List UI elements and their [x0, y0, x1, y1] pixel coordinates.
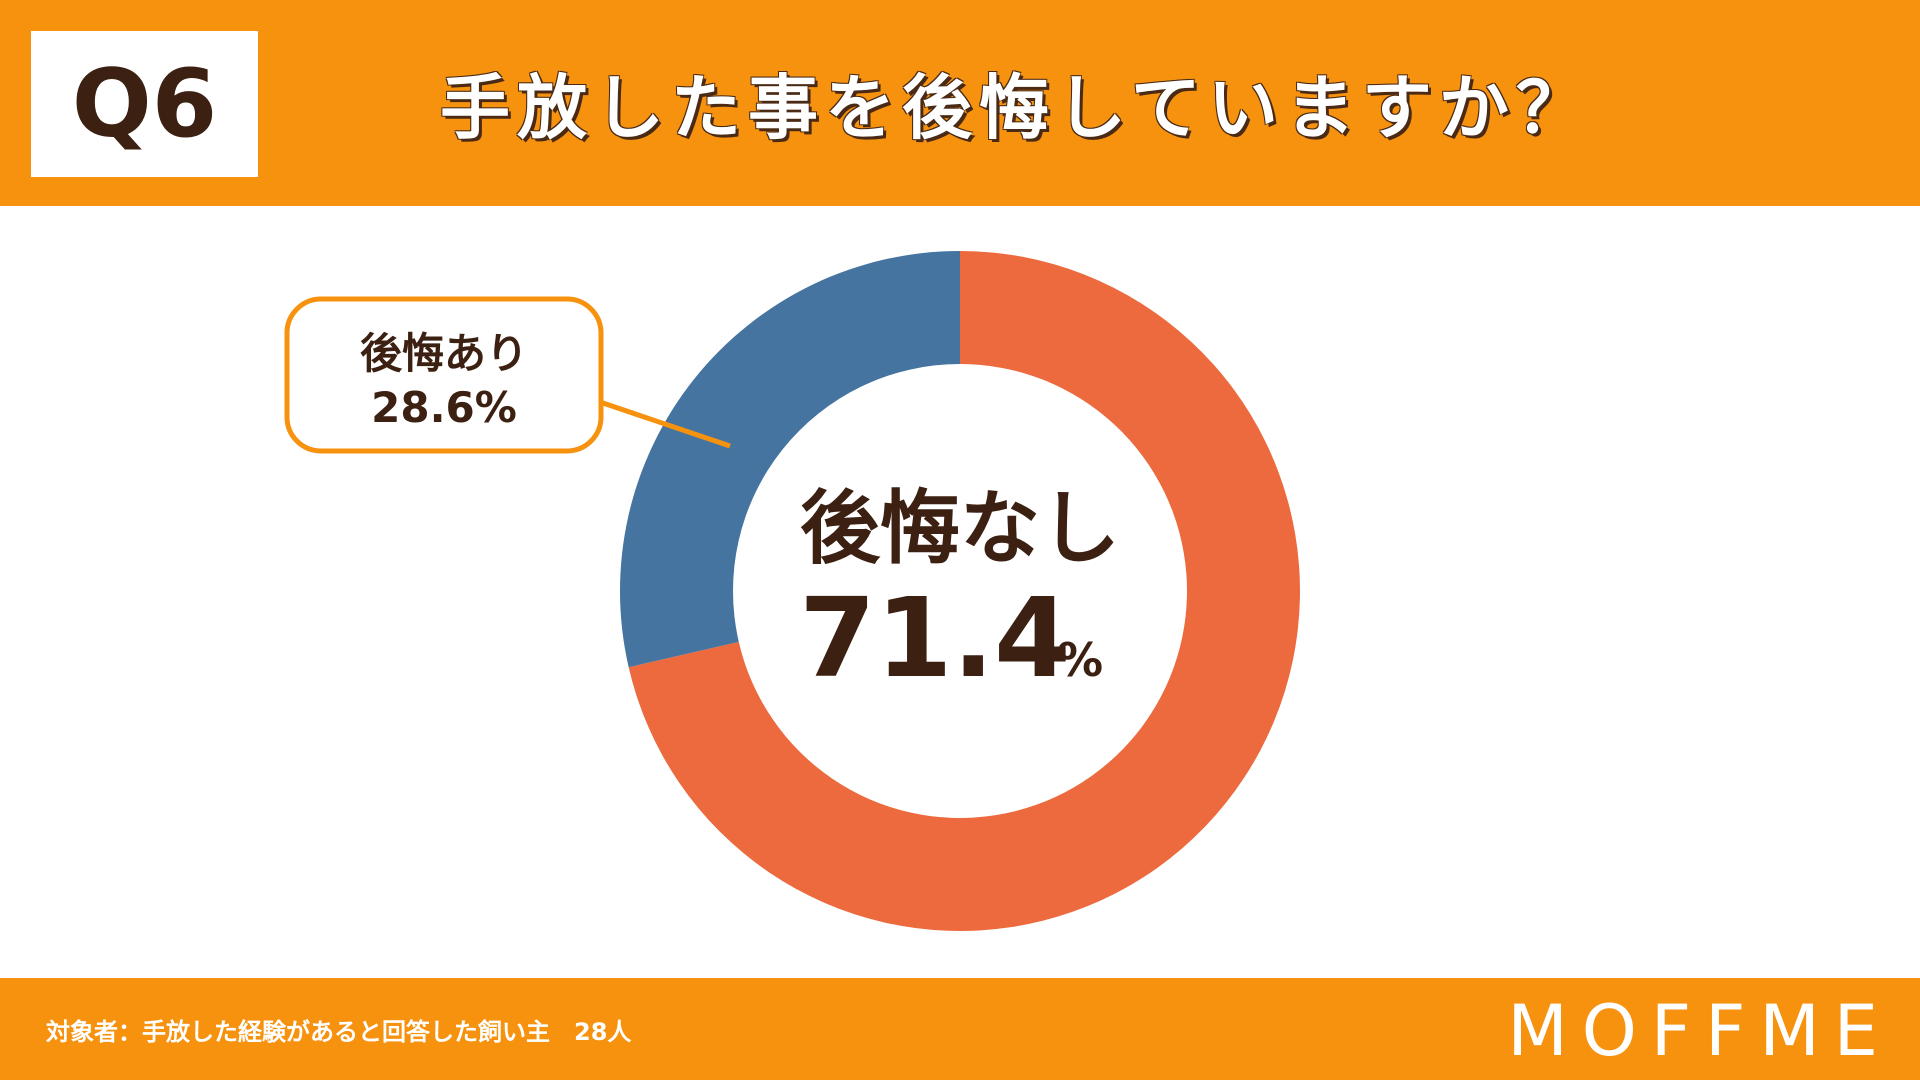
center-unit: % [1057, 633, 1103, 687]
question-number: Q6 [31, 31, 258, 177]
header-bar: Q6 手放した事を後悔していますか？ [0, 0, 1920, 206]
callout-box [284, 296, 604, 454]
donut-chart: 後悔あり 28.6% 後悔なし 71.4 % [284, 251, 1300, 931]
respondent-note: 対象者：手放した経験があると回答した飼い主 28人 [46, 1018, 632, 1046]
donut-slice-regret [620, 251, 960, 668]
brand-logo: MOFFME [1507, 990, 1892, 1072]
center-label: 後悔なし [800, 482, 1120, 575]
donut-slice-no-regret [628, 251, 1300, 931]
question-title: 手放した事を後悔していますか？ [440, 67, 1593, 149]
center-value: 71.4 [799, 574, 1070, 702]
callout-leader-line [599, 399, 731, 449]
footer-bar [0, 978, 1920, 1080]
callout-value: 28.6% [371, 383, 517, 432]
callout-label: 後悔あり [360, 329, 528, 378]
donut-slices [620, 251, 1300, 931]
